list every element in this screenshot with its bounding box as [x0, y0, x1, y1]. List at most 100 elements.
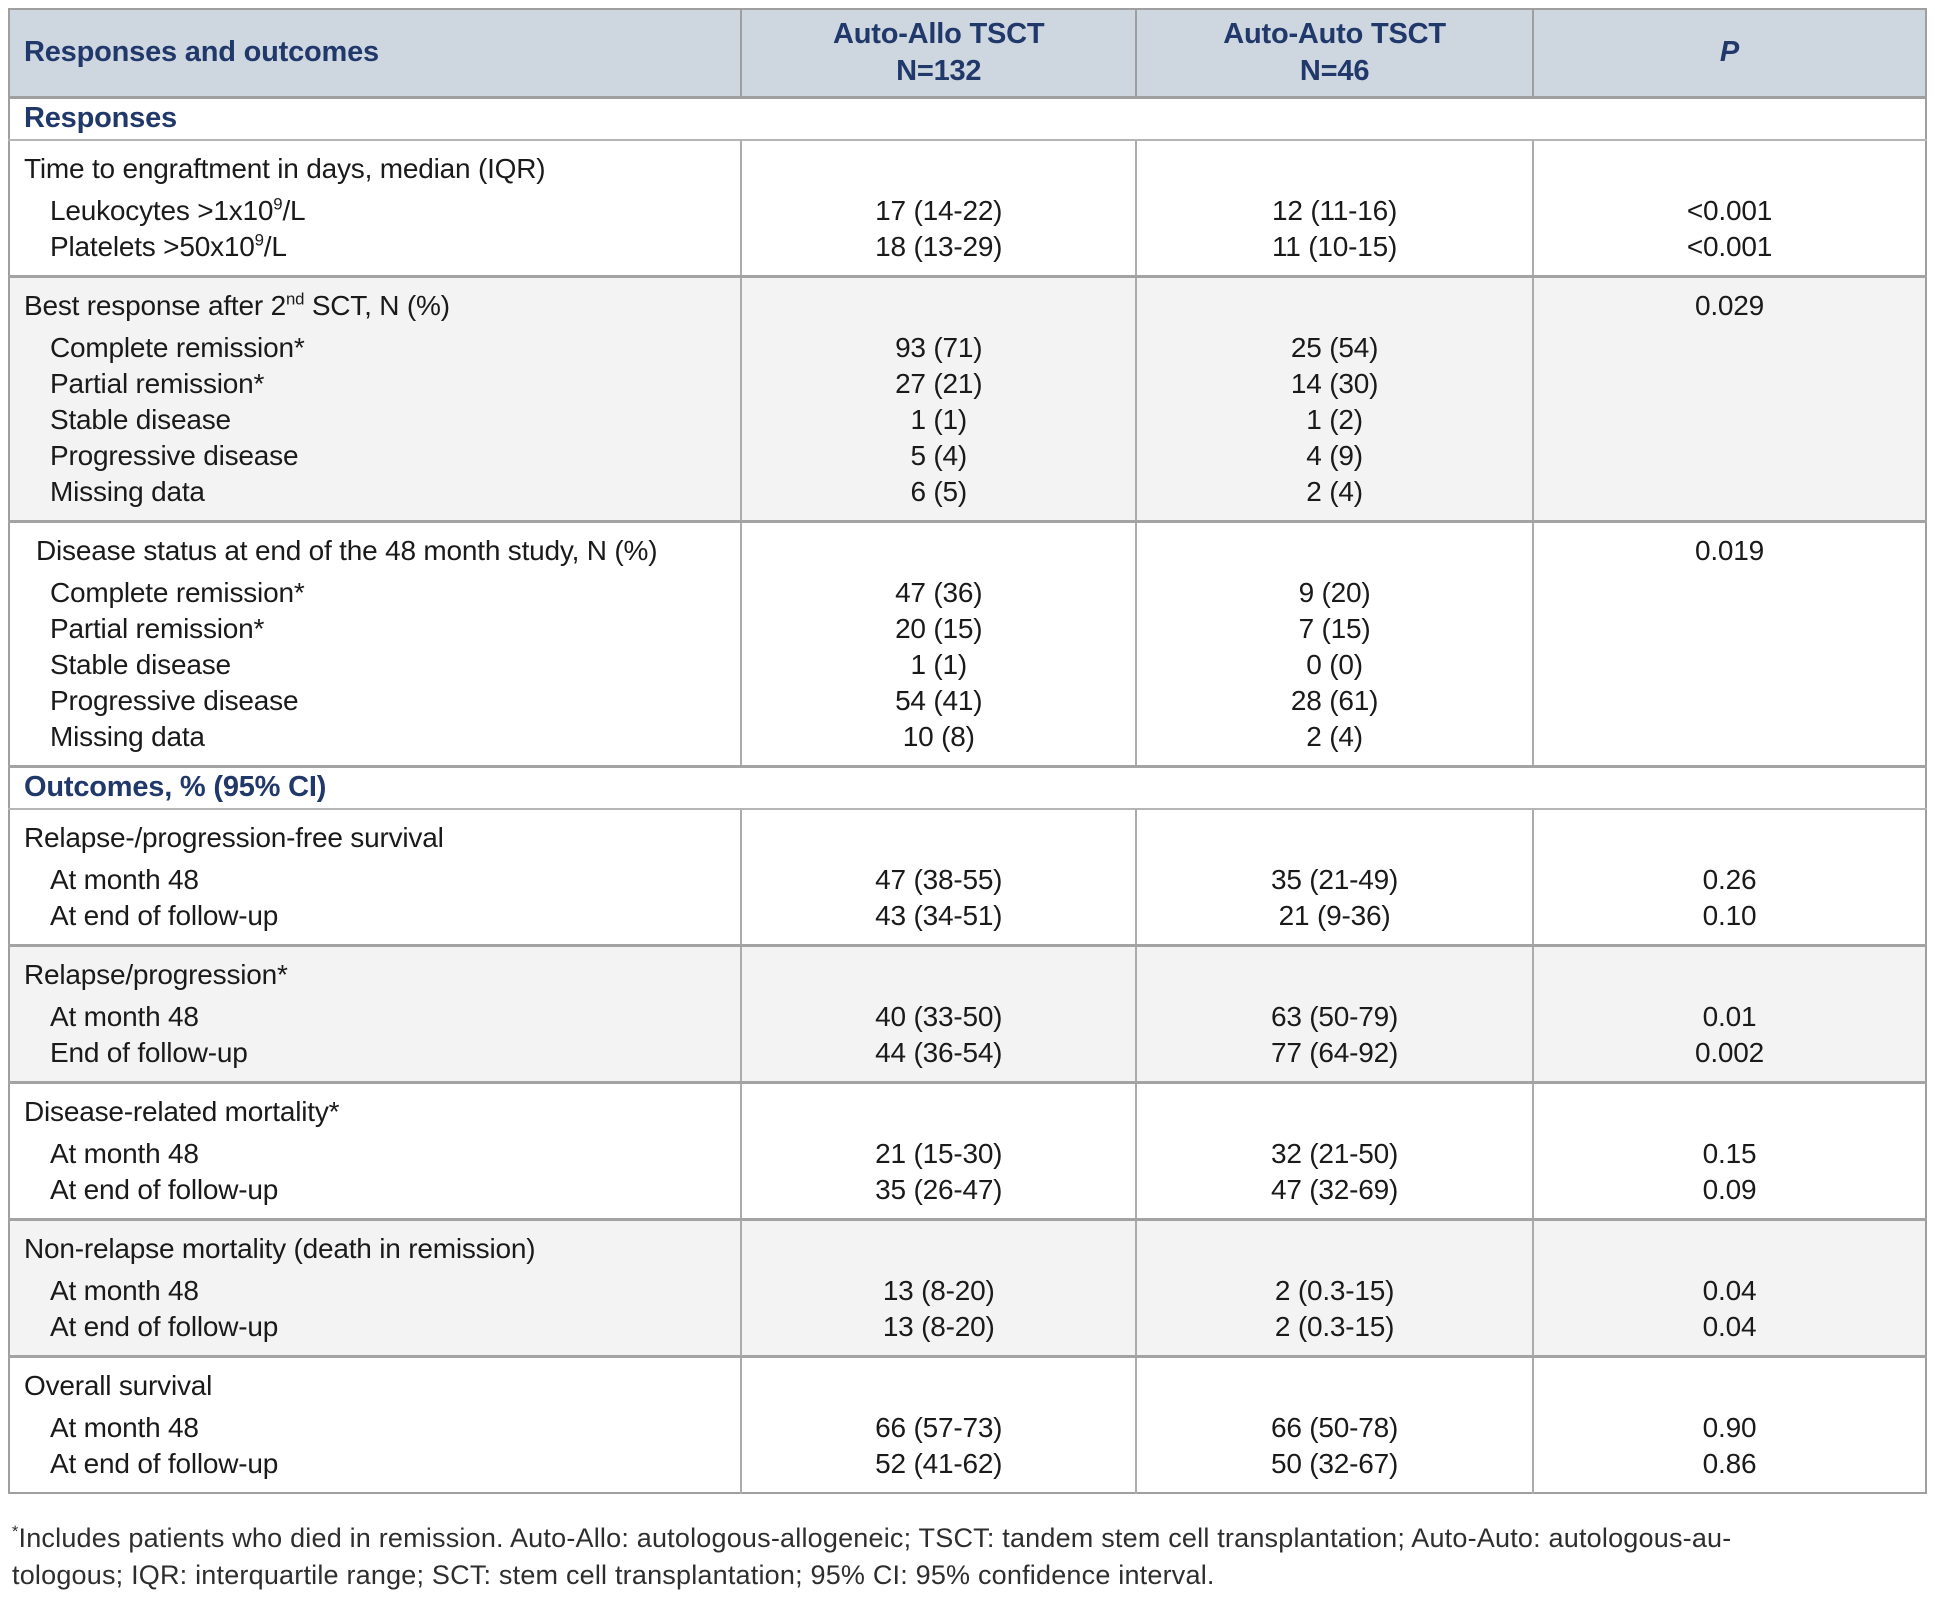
cell-value	[1534, 575, 1925, 611]
cell-value	[1137, 957, 1532, 993]
cell-value: 25 (54)	[1290, 331, 1379, 363]
cell-value: 2 (0.3-15)	[1274, 1274, 1395, 1306]
cell-value: 2 (4)	[1306, 475, 1363, 507]
cell-value: 63 (50-79)	[1270, 1000, 1399, 1032]
group-row: Overall survival At month 48 At end of fol…	[9, 1356, 1926, 1493]
cell-value	[742, 1231, 1135, 1267]
header-auto-allo-name: Auto-Allo TSCT	[833, 17, 1045, 50]
cell-value	[1534, 330, 1925, 366]
row-label: At end of follow-up	[50, 899, 279, 931]
cell-value: 0.86	[1702, 1447, 1757, 1479]
cell-value: 21 (9-36)	[1278, 899, 1391, 931]
cell-value: 66 (50-78)	[1270, 1411, 1399, 1443]
cell-value: 0.04	[1702, 1310, 1757, 1342]
cell-value: 28 (61)	[1290, 684, 1379, 716]
cell-value	[742, 1094, 1135, 1130]
cell-value: 43 (34-51)	[875, 899, 1003, 931]
cell-value: 6 (5)	[910, 475, 968, 507]
cell-value: 32 (21-50)	[1270, 1137, 1399, 1169]
cell-value: 12 (11-16)	[1272, 194, 1398, 226]
cell-value	[742, 151, 1135, 187]
cell-value	[742, 820, 1135, 856]
cell-value: 0.019	[1694, 534, 1765, 566]
cell-value: 1 (2)	[1306, 403, 1363, 435]
group-title: Time to engraftment in days, median (IQR…	[24, 152, 546, 184]
cell-value: 4 (9)	[1306, 439, 1363, 471]
p-value-cell: 0.90 0.86	[1531, 1356, 1926, 1493]
cell-value	[1137, 1094, 1532, 1130]
cell-value: 11 (10-15)	[1272, 230, 1398, 262]
cell-value: 40 (33-50)	[875, 1000, 1003, 1032]
outcomes-table: Responses and outcomes Auto-Allo TSCT N=…	[8, 8, 1927, 1494]
row-label: At month 48	[50, 1137, 199, 1169]
header-p-value: P	[1531, 9, 1926, 99]
cell-value: 47 (38-55)	[875, 863, 1003, 895]
cell-value	[742, 957, 1135, 993]
cell-value	[1534, 1094, 1925, 1130]
row-label: Platelets >50x109/L	[50, 230, 287, 262]
cell-value	[742, 288, 1135, 324]
row-label: Stable disease	[50, 403, 231, 435]
cell-value	[1534, 1231, 1925, 1267]
row-label: Progressive disease	[50, 684, 299, 716]
footnote-line-1: *Includes patients who died in remission…	[12, 1522, 1732, 1553]
group-label-cell: Relapse-/progression-free survival At mon…	[9, 808, 742, 947]
cell-value: 7 (15)	[1298, 612, 1371, 644]
group-row: Best response after 2nd SCT, N (%) Comple…	[9, 276, 1926, 523]
cell-value: 0.10	[1702, 899, 1757, 931]
row-label: Progressive disease	[50, 439, 299, 471]
table-header-row: Responses and outcomes Auto-Allo TSCT N=…	[9, 9, 1926, 99]
section-row: Outcomes, % (95% CI)	[9, 766, 1926, 810]
cell-value: 66 (57-73)	[875, 1411, 1003, 1443]
group-row: Relapse/progression* At month 48 End of fo…	[9, 945, 1926, 1084]
cell-value: 54 (41)	[895, 684, 983, 716]
cell-value: 9 (20)	[1298, 576, 1371, 608]
header-p-label: P	[1719, 36, 1740, 69]
group-row: Non-relapse mortality (death in remissio…	[9, 1219, 1926, 1358]
group-title: Best response after 2nd SCT, N (%)	[24, 289, 450, 321]
header-auto-allo-n: N=132	[896, 54, 982, 87]
cell-value: 1 (1)	[910, 403, 968, 435]
p-value-cell: 0.15 0.09	[1531, 1082, 1926, 1221]
section-cell: Responses	[9, 97, 1926, 141]
cell-value	[1534, 151, 1925, 187]
row-label: At month 48	[50, 1000, 199, 1032]
p-value-cell: 0.04 0.04	[1531, 1219, 1926, 1358]
cell-value	[1534, 1368, 1925, 1404]
cell-value: <0.001	[1686, 230, 1773, 262]
cell-value: 35 (21-49)	[1270, 863, 1399, 895]
section-label: Outcomes, % (95% CI)	[24, 771, 327, 803]
group-row: Time to engraftment in days, median (IQR…	[9, 139, 1926, 278]
auto-auto-value-cell: 35 (21-49) 21 (9-36)	[1135, 808, 1533, 947]
cell-value	[1534, 820, 1925, 856]
cell-value: 10 (8)	[902, 720, 975, 752]
group-row: Disease status at end of the 48 month st…	[9, 521, 1926, 768]
cell-value: <0.001	[1686, 194, 1773, 226]
cell-value	[1137, 288, 1532, 324]
cell-value	[1534, 438, 1925, 474]
auto-allo-value-cell: 13 (8-20) 13 (8-20)	[740, 1219, 1137, 1358]
cell-value: 0 (0)	[1306, 648, 1363, 680]
group-label-cell: Overall survival At month 48 At end of fol…	[9, 1356, 742, 1493]
group-label-cell: Relapse/progression* At month 48 End of fo…	[9, 945, 742, 1084]
group-title: Non-relapse mortality (death in remissio…	[24, 1232, 536, 1264]
row-label: Partial remission*	[50, 612, 265, 644]
footnote-line-2: tologous; IQR: interquartile range; SCT:…	[12, 1559, 1215, 1590]
cell-value	[1137, 533, 1532, 569]
auto-allo-value-cell: 47 (36) 20 (15) 1 (1) 54 (41) 10 (8)	[740, 521, 1137, 768]
row-label: At month 48	[50, 1274, 199, 1306]
cell-value: 0.15	[1702, 1137, 1757, 1169]
row-label: Complete remission*	[50, 576, 305, 608]
auto-auto-value-cell: 66 (50-78) 50 (32-67)	[1135, 1356, 1533, 1493]
auto-auto-value-cell: 12 (11-16) 11 (10-15)	[1135, 139, 1533, 278]
cell-value: 14 (30)	[1290, 367, 1379, 399]
cell-value: 44 (36-54)	[875, 1036, 1003, 1068]
cell-value	[1534, 647, 1925, 683]
header-responses-and-outcomes: Responses and outcomes	[9, 9, 742, 99]
cell-value	[1137, 151, 1532, 187]
row-label: At end of follow-up	[50, 1173, 279, 1205]
cell-value: 5 (4)	[910, 439, 968, 471]
group-row: Disease-related mortality* At month 48 At …	[9, 1082, 1926, 1221]
cell-value	[1137, 1231, 1532, 1267]
